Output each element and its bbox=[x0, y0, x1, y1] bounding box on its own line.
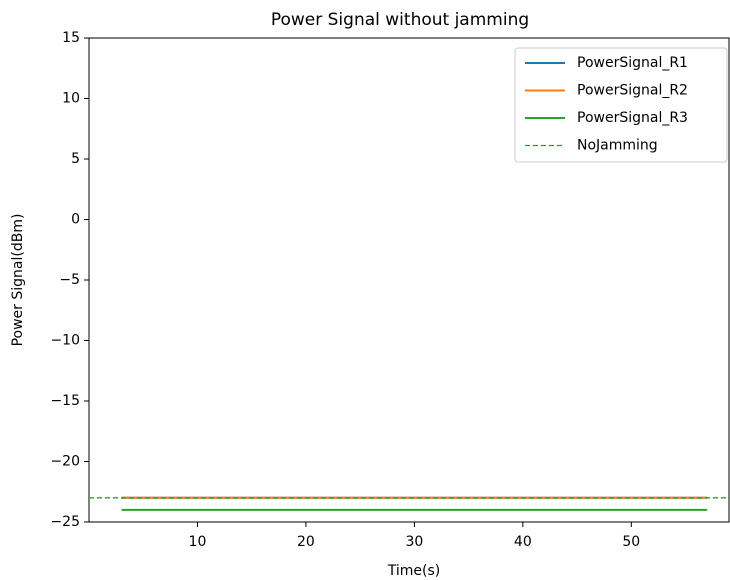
legend-label: PowerSignal_R1 bbox=[577, 55, 688, 71]
y-tick-label: −15 bbox=[50, 393, 80, 409]
x-tick-label: 40 bbox=[514, 534, 532, 550]
legend-label: PowerSignal_R2 bbox=[577, 83, 688, 99]
x-tick-label: 30 bbox=[405, 534, 423, 550]
y-tick-label: 5 bbox=[71, 151, 80, 167]
legend-label: PowerSignal_R3 bbox=[577, 110, 688, 126]
y-tick-label: 0 bbox=[71, 212, 80, 228]
x-tick-label: 10 bbox=[189, 534, 207, 550]
y-tick-label: 15 bbox=[62, 30, 80, 46]
y-tick-label: −20 bbox=[50, 454, 80, 470]
x-tick-label: 20 bbox=[297, 534, 315, 550]
legend-label: NoJamming bbox=[577, 138, 658, 154]
x-axis-label: Time(s) bbox=[387, 563, 440, 579]
y-tick-label: −25 bbox=[50, 514, 80, 530]
y-tick-label: −5 bbox=[59, 272, 80, 288]
y-tick-label: 10 bbox=[62, 91, 80, 107]
x-tick-label: 50 bbox=[622, 534, 640, 550]
y-axis-label: Power Signal(dBm) bbox=[10, 214, 26, 347]
legend-box bbox=[514, 47, 728, 163]
chart-title: Power Signal without jamming bbox=[271, 10, 529, 30]
y-tick-label: −10 bbox=[50, 333, 80, 349]
